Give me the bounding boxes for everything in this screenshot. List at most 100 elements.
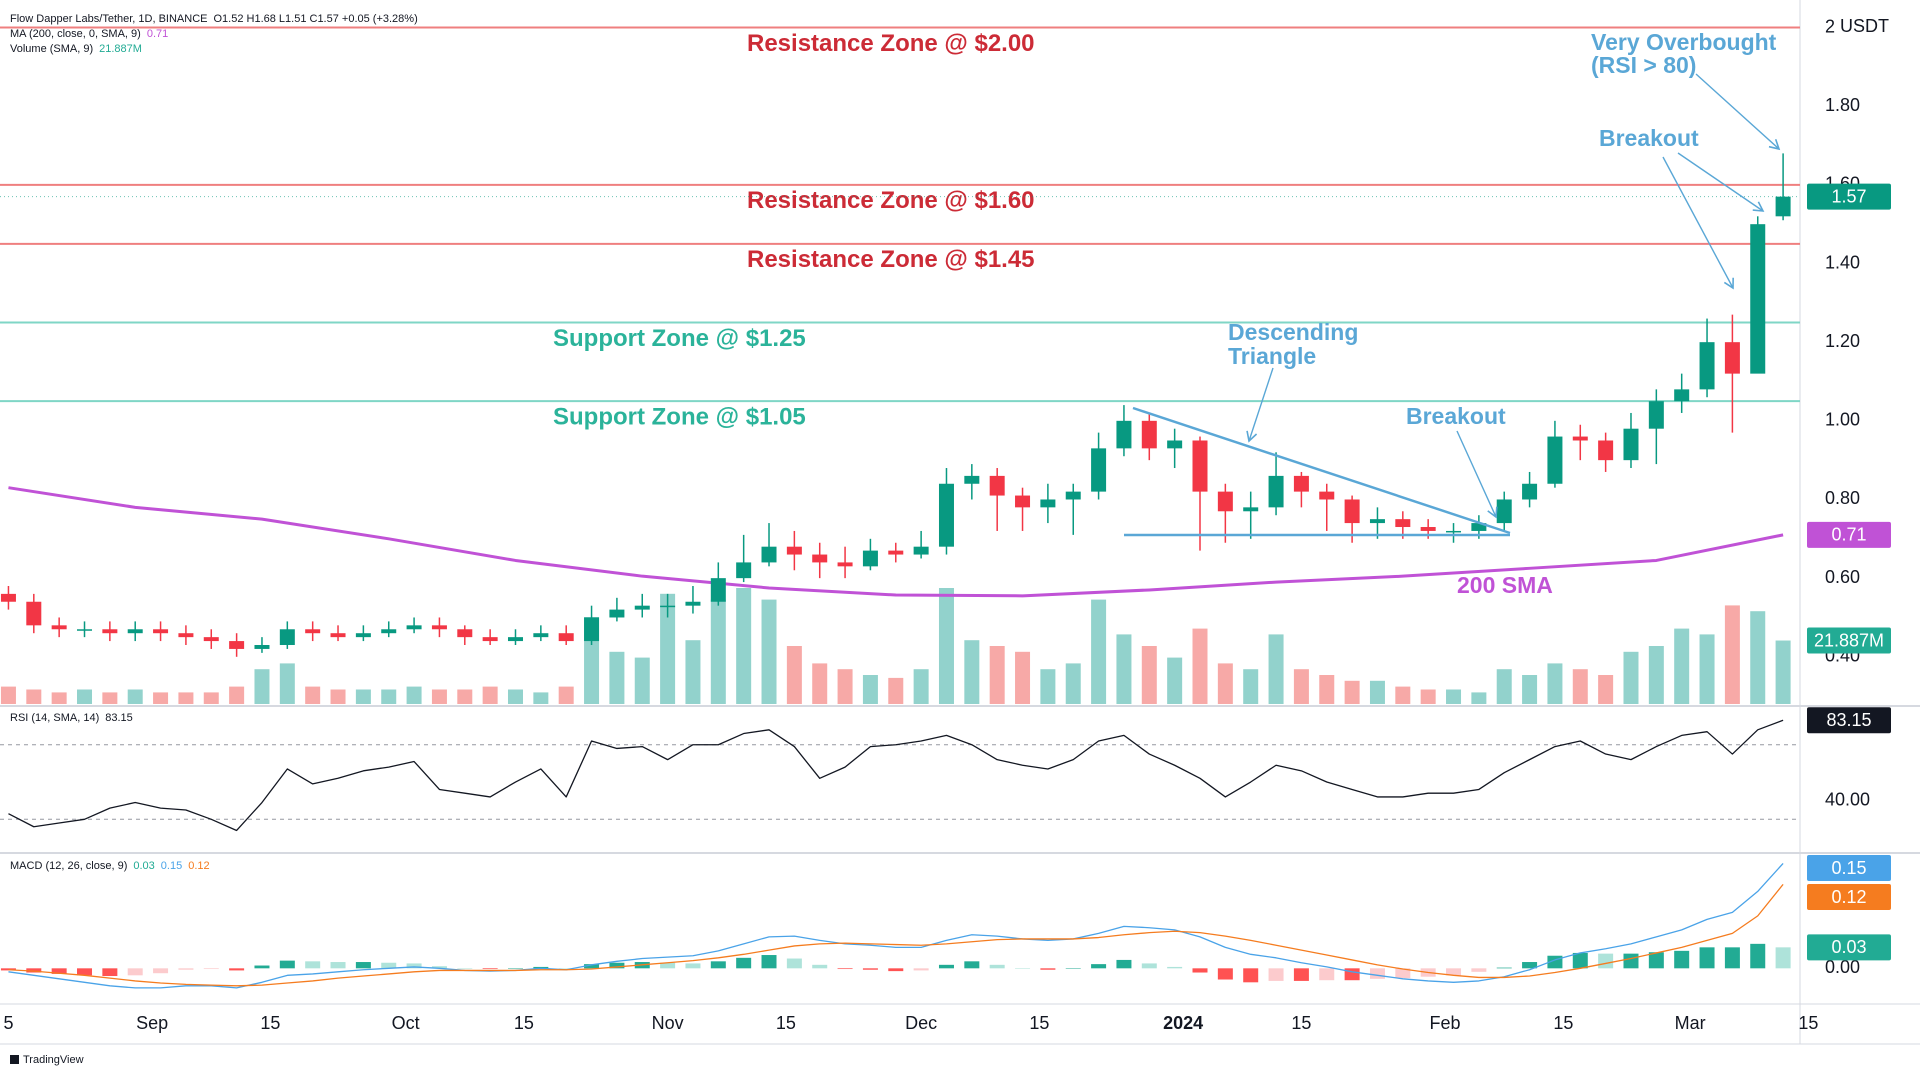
volume-bar	[457, 689, 473, 704]
macd-value: 0.15	[161, 860, 182, 872]
signal-line	[8, 883, 1784, 987]
candle-body	[482, 637, 498, 642]
volume-bar	[305, 686, 321, 704]
candle-body	[634, 605, 650, 610]
legend-macd: MACD (12, 26, close, 9) 0.03 0.15 0.12	[10, 860, 210, 872]
macd-histogram	[1116, 959, 1132, 969]
macd-histogram	[1369, 968, 1385, 979]
ohlc: O1.52 H1.68 L1.51 C1.57 +0.05 (+3.28%)	[213, 13, 417, 25]
candle-body	[1217, 491, 1233, 512]
macd-histogram	[1699, 947, 1715, 969]
ma-value: 0.71	[147, 28, 168, 40]
macd-histogram	[203, 968, 219, 970]
volume-bar	[660, 593, 676, 704]
legend-ma: MA (200, close, 0, SMA, 9) 0.71	[10, 28, 168, 40]
x-tick-label: Dec	[905, 1013, 937, 1033]
price-badge	[1807, 627, 1891, 654]
x-tick-label: 5	[3, 1013, 13, 1033]
volume-bar	[1243, 669, 1259, 704]
macd-histogram	[584, 964, 600, 969]
macd-histogram	[1522, 962, 1538, 969]
legend-symbol: Flow Dapper Labs/Tether, 1D, BINANCE O1.5…	[10, 13, 418, 25]
macd-histogram	[1471, 968, 1487, 972]
volume-bar	[1750, 611, 1766, 704]
candle-body	[1293, 475, 1309, 492]
candle-body	[1674, 389, 1690, 402]
rsi-tick-label: 40.00	[1825, 789, 1870, 809]
triangle-upper	[1132, 406, 1511, 535]
volume-bar	[1116, 634, 1132, 704]
symbol: Flow Dapper Labs/Tether, 1D, BINANCE	[10, 13, 207, 25]
volume-bar	[1674, 628, 1690, 704]
candle-body	[1471, 523, 1487, 531]
rsi-name: RSI (14, SMA, 14)	[10, 712, 99, 724]
volume-bar	[0, 686, 16, 704]
annotation: Breakout	[1599, 125, 1699, 151]
macd-histogram	[1268, 968, 1284, 981]
annotation: (RSI > 80)	[1591, 52, 1696, 78]
y-tick-label: 0.60	[1825, 567, 1860, 587]
price-badge	[1807, 934, 1891, 961]
macd-histogram	[1446, 968, 1462, 976]
volume-bar	[1395, 686, 1411, 704]
candle-body	[1091, 448, 1107, 492]
candle-body	[761, 546, 777, 563]
candle-body	[1116, 420, 1132, 449]
volume-bar	[178, 692, 194, 704]
volume-bar	[381, 689, 397, 704]
macd-histogram	[1648, 952, 1664, 969]
legend-rsi: RSI (14, SMA, 14) 83.15	[10, 712, 133, 724]
macd-histogram	[507, 968, 523, 969]
volume-bar	[1724, 605, 1740, 704]
macd-histogram	[938, 964, 954, 969]
volume-bar	[685, 640, 701, 704]
volume-bar	[1598, 675, 1614, 704]
macd-histogram	[229, 968, 245, 971]
candle-body	[1446, 530, 1462, 533]
macd-histogram	[1167, 966, 1183, 969]
candle-body	[381, 629, 397, 634]
macd-histogram	[1192, 968, 1208, 973]
volume-bar	[507, 689, 523, 704]
level-label: Support Zone @ $1.05	[553, 404, 806, 431]
candle-body	[533, 633, 549, 638]
macd-line	[8, 862, 1784, 989]
macd-histogram	[1572, 952, 1588, 969]
macd-histogram	[1750, 943, 1766, 969]
legends: Flow Dapper Labs/Tether, 1D, BINANCE O1.5…	[10, 13, 1889, 1066]
badge-label: 83.15	[1826, 710, 1871, 730]
price-badge	[1807, 855, 1891, 881]
annotation: Very Overbought	[1591, 29, 1777, 55]
candle-body	[26, 601, 42, 626]
annotations: Descending Triangle Breakout Breakout Ve…	[1124, 29, 1781, 598]
volume-bar	[862, 675, 878, 704]
volume-bar	[102, 692, 118, 704]
volume-bar	[254, 669, 270, 704]
price-badge	[1807, 884, 1891, 910]
macd-histogram	[127, 968, 143, 976]
price-badge	[1807, 707, 1891, 734]
candle-body	[1775, 196, 1791, 217]
level-label: Resistance Zone @ $1.60	[747, 187, 1035, 214]
macd-histogram	[1091, 964, 1107, 969]
brand: TradingView	[10, 1054, 84, 1066]
signal-value: 0.12	[188, 860, 209, 872]
macd-histogram	[51, 968, 67, 974]
candle-body	[203, 637, 219, 642]
volume-bar	[1699, 634, 1715, 704]
x-tick-label: Feb	[1430, 1013, 1461, 1033]
price-badge	[1807, 183, 1891, 210]
macd-histogram	[102, 968, 118, 977]
candle-body	[888, 550, 904, 555]
volume-bar	[786, 646, 802, 704]
volume-bar	[1268, 634, 1284, 704]
rsi-value: 83.15	[105, 712, 133, 724]
macd-histogram	[888, 968, 904, 972]
volume-bar	[1293, 669, 1309, 704]
arrow	[1695, 73, 1781, 151]
macd-histogram	[381, 962, 397, 969]
arrow	[1677, 152, 1765, 212]
macd-histogram	[77, 968, 93, 976]
x-tick-label: 2024	[1163, 1013, 1203, 1033]
volume-value: 21.887M	[99, 43, 142, 55]
